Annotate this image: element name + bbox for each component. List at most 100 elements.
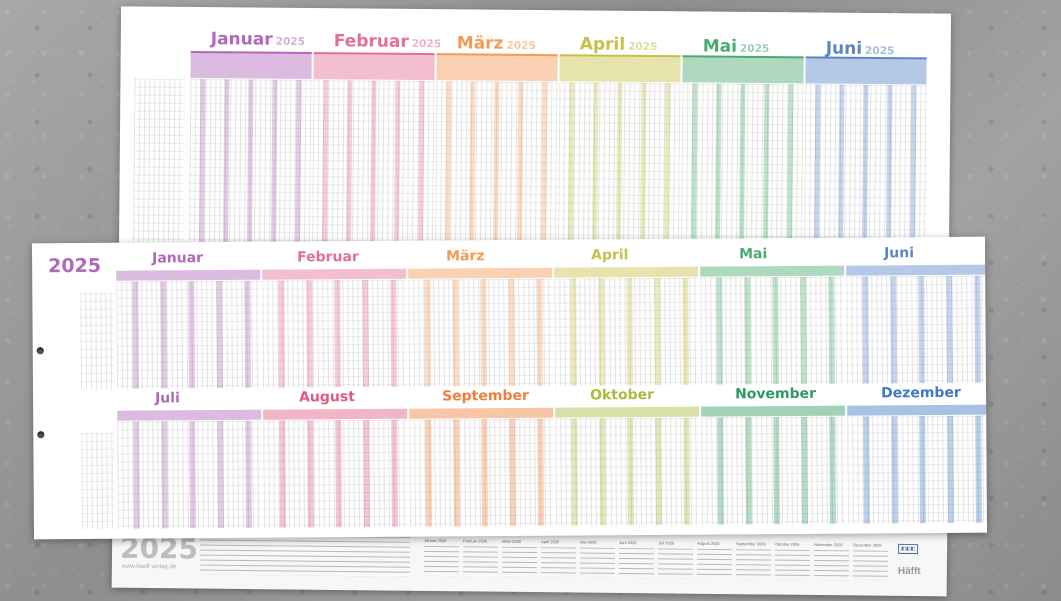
front-weekend-stripe [160, 281, 167, 389]
front-month-label-jan: Januar [152, 250, 203, 266]
front-weekend-stripe [508, 278, 515, 387]
month-year: 2025 [865, 44, 895, 58]
front-weekend-stripe [598, 278, 605, 386]
holiday-table [199, 534, 411, 577]
front-weekend-stripe [682, 277, 689, 385]
front-week-band-may [700, 265, 845, 277]
front-weekend-stripe [773, 417, 780, 525]
mini-month-title: Dezember 2026 [853, 542, 882, 548]
front-weekend-stripe [132, 281, 139, 389]
front-weekend-stripe [570, 278, 577, 386]
front-weekend-stripe [716, 277, 723, 385]
front-week-band-jun [846, 264, 988, 276]
front-weekend-stripe [362, 279, 369, 388]
front-weekend-stripe [334, 280, 341, 388]
front-name-column [81, 432, 116, 529]
mini-month-days [774, 549, 811, 580]
front-month-label-sep: September [442, 388, 529, 405]
mini-month-title: Mai 2026 [580, 539, 597, 545]
front-weekend-stripe [424, 279, 431, 387]
mini-month-days [423, 545, 460, 577]
website-text: www.haeff-verlag.de [121, 563, 177, 571]
publisher-logo: ◧◧◧ [898, 543, 919, 555]
back-sheet-content: Januar 2025 Februar 2025 März 2025 April 2025 Ma… [121, 6, 951, 256]
month-name: März [446, 248, 485, 265]
front-weekend-stripe [744, 277, 751, 385]
mini-month-title: August 2026 [697, 540, 720, 546]
back-week-band-jun [805, 57, 927, 85]
front-weekend-stripe [245, 420, 252, 528]
front-week-band-sep [409, 407, 554, 419]
front-month-label-dec: Dezember [881, 385, 961, 402]
front-weekend-stripe [363, 419, 370, 528]
front-week-band-jan [116, 269, 261, 281]
front-weekend-stripe [452, 279, 459, 387]
mini-month-days [462, 546, 499, 577]
front-month-label-jun: Juni [884, 245, 914, 261]
mini-month-days [579, 547, 616, 578]
front-name-column [80, 292, 115, 389]
front-week-band-nov [701, 405, 846, 417]
month-name: April [591, 247, 629, 264]
mini-month-title: Februar 2026 [463, 538, 488, 544]
mini-month-title: April 2026 [541, 539, 560, 545]
month-name: September [442, 387, 529, 405]
month-name: Mai [739, 246, 768, 263]
month-year: 2025 [411, 37, 442, 50]
front-weekend-stripe [189, 421, 196, 529]
mini-month-days [618, 547, 655, 579]
month-name: Mai [702, 36, 738, 57]
front-weekend-stripe [919, 416, 926, 524]
front-weekend-stripe [801, 416, 808, 524]
mini-month-title: Juni 2026 [619, 539, 637, 546]
front-weekend-stripe [599, 418, 606, 526]
front-weekend-stripe [745, 417, 752, 525]
front-weekend-stripe [828, 276, 835, 384]
front-calendar-sheet: 2025 Januar Februar März April Mai Juni Juli Au… [31, 236, 988, 540]
front-weekend-stripe [244, 280, 251, 388]
front-weekend-stripe [188, 281, 195, 389]
month-name: Juli [155, 390, 180, 407]
back-week-band-may [682, 56, 804, 84]
month-name: Januar [152, 250, 204, 267]
front-weekend-stripe [306, 280, 313, 388]
mini-month-title: Juli 2026 [658, 540, 675, 546]
front-weekend-stripe [946, 275, 953, 383]
month-name: Juni [884, 245, 915, 262]
front-weekend-stripe [772, 277, 779, 385]
back-calendar-sheet: Januar 2025 Februar 2025 März 2025 April 2025 Ma… [118, 6, 952, 259]
front-weekend-stripe [655, 417, 662, 525]
mini-month-days [852, 550, 889, 581]
back-week-band-feb [313, 53, 435, 81]
front-weekend-stripe [800, 276, 807, 384]
back-week-band-apr [559, 55, 681, 83]
front-weekend-stripe [627, 418, 634, 526]
front-weekend-stripe [133, 421, 140, 529]
front-weekend-stripe [947, 415, 954, 523]
front-week-band-aug [263, 408, 408, 420]
back-month-label-jan: Januar 2025 [211, 29, 305, 50]
back-month-label-may: Mai 2025 [703, 37, 770, 58]
front-week-band-apr [554, 266, 699, 278]
punch-hole-bottom [37, 431, 45, 439]
front-month-label-nov: November [735, 386, 816, 403]
front-weekend-stripe [481, 419, 488, 527]
mini-month-days [813, 549, 850, 581]
mini-month-days [657, 548, 694, 579]
month-name: Februar [333, 31, 409, 52]
month-name: Februar [297, 249, 359, 266]
mini-month-title: September 2026 [736, 541, 766, 547]
mini-month-days [540, 547, 577, 578]
front-month-label-feb: Februar [297, 249, 359, 265]
front-month-label-aug: August [299, 389, 355, 405]
month-year: 2025 [739, 42, 770, 56]
front-weekend-stripe [683, 417, 690, 525]
front-weekend-stripe [890, 276, 897, 384]
front-weekend-stripe [335, 420, 342, 528]
back-name-column [132, 78, 185, 249]
mini-month-title: März 2026 [502, 538, 522, 544]
front-week-band-dec [847, 404, 988, 416]
front-weekend-stripe [891, 416, 898, 524]
brand-logo: Häfft [897, 565, 921, 578]
front-weekend-stripe [453, 419, 460, 527]
